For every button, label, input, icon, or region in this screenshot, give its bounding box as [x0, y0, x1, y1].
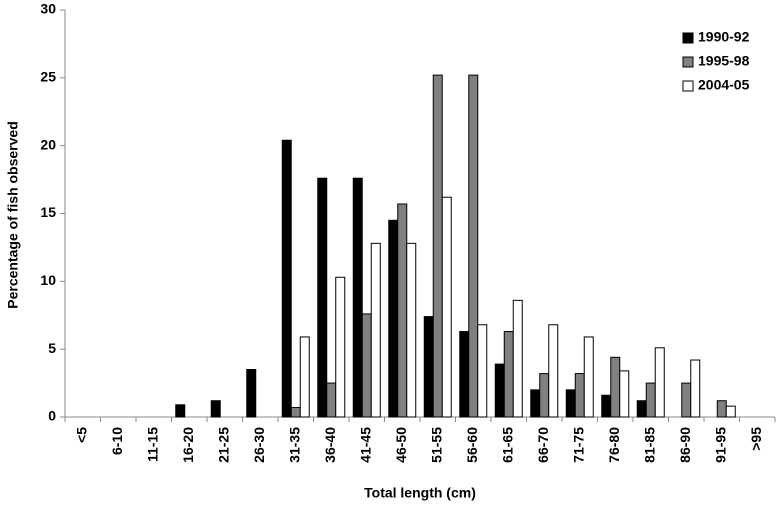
legend-swatch: [682, 56, 694, 68]
bar: [574, 373, 585, 418]
x-tick-label: 81-85: [641, 427, 657, 463]
legend-label: 1990-92: [698, 29, 750, 45]
bar: [636, 400, 647, 418]
bar: [281, 139, 292, 418]
legend-swatch: [682, 80, 694, 92]
x-tick-label: 51-55: [428, 427, 444, 463]
x-tick-label: 61-65: [499, 427, 515, 463]
bar: [370, 242, 381, 418]
x-tick-label: 76-80: [606, 427, 622, 463]
x-tick-label: 46-50: [393, 427, 409, 463]
bar: [565, 389, 576, 418]
x-axis-title: Total length (cm): [364, 485, 476, 501]
bar: [441, 196, 452, 418]
bar: [539, 373, 550, 418]
bar: [397, 203, 408, 418]
bar: [583, 336, 594, 418]
bar: [352, 177, 363, 418]
bar: [335, 276, 346, 418]
bar: [290, 407, 301, 418]
bar: [681, 382, 692, 418]
bar: [388, 219, 399, 418]
bar: [494, 363, 505, 418]
y-tick-label: 15: [40, 204, 56, 220]
bar: [503, 331, 514, 418]
x-tick-label: 36-40: [322, 427, 338, 463]
bar: [175, 404, 186, 418]
bar: [432, 74, 443, 418]
y-tick-label: 30: [40, 1, 56, 17]
legend-swatch: [682, 32, 694, 44]
x-tick-label: 71-75: [570, 427, 586, 463]
bar: [654, 347, 665, 418]
x-tick-label: 31-35: [286, 427, 302, 463]
x-tick-label: <5: [73, 427, 89, 443]
bar: [619, 370, 630, 418]
x-tick-label: >95: [748, 427, 764, 451]
legend-label: 1995-98: [698, 53, 750, 69]
x-tick-label: 11-15: [144, 427, 160, 462]
x-tick-label: 21-25: [215, 427, 231, 463]
y-tick-label: 20: [40, 136, 56, 152]
bar: [299, 336, 310, 418]
x-tick-label: 26-30: [251, 427, 267, 463]
bar: [530, 389, 541, 418]
bar: [361, 313, 372, 418]
x-tick-label: 16-20: [180, 427, 196, 463]
bar: [459, 331, 470, 418]
y-axis-title: Percentage of fish observed: [5, 121, 21, 309]
bar: [601, 394, 612, 418]
bar: [645, 382, 656, 418]
x-tick-label: 86-90: [677, 427, 693, 463]
bar: [690, 359, 701, 418]
x-tick-label: 66-70: [535, 427, 551, 463]
bar: [548, 324, 559, 418]
x-tick-label: 56-60: [464, 427, 480, 463]
x-tick-label: 6-10: [109, 427, 125, 455]
y-tick-label: 10: [40, 272, 56, 288]
bar: [246, 369, 257, 418]
bar: [406, 242, 417, 418]
y-tick-label: 5: [48, 340, 56, 356]
y-tick-label: 25: [40, 69, 56, 85]
bar: [725, 405, 736, 418]
x-tick-label: 41-45: [357, 427, 373, 463]
bar: [210, 400, 221, 418]
bar: [317, 177, 328, 418]
bar: [468, 74, 479, 418]
legend-label: 2004-05: [698, 77, 750, 93]
bar: [477, 324, 488, 418]
bar: [512, 299, 523, 418]
y-tick-label: 0: [48, 408, 56, 424]
bar: [610, 356, 621, 418]
x-tick-label: 91-95: [712, 427, 728, 463]
bar: [716, 400, 727, 418]
bar: [326, 382, 337, 418]
bar: [423, 316, 434, 418]
